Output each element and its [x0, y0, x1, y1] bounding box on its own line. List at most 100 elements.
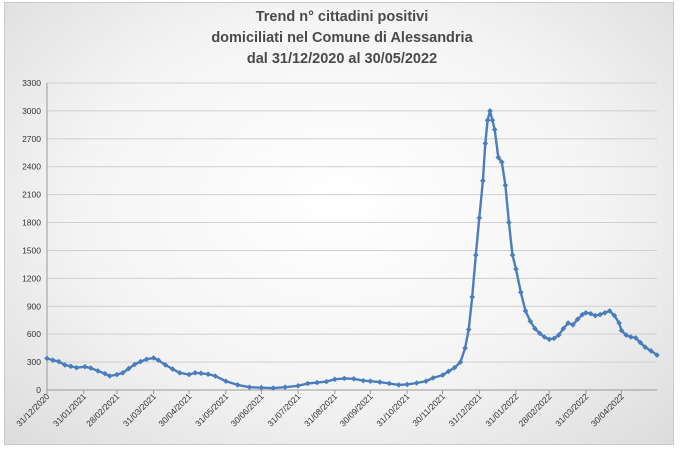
data-point-marker — [462, 345, 468, 351]
x-tick-label: 31/05/2021 — [193, 391, 230, 428]
data-point-marker — [323, 378, 330, 385]
y-tick-label: 3000 — [22, 106, 41, 116]
series — [44, 108, 660, 391]
data-point-marker — [258, 384, 265, 391]
data-point-marker — [484, 117, 491, 123]
x-tick-label: 28/02/2022 — [516, 391, 553, 428]
x-tick-label: 31/12/2020 — [14, 391, 51, 428]
data-point-marker — [430, 375, 436, 381]
data-point-marker — [574, 316, 581, 323]
data-point-marker — [125, 365, 132, 372]
x-tick-label: 30/11/2021 — [410, 391, 447, 428]
data-point-marker — [270, 385, 276, 391]
data-point-marker — [186, 371, 192, 378]
x-tick-label: 30/04/2021 — [156, 391, 193, 428]
data-point-marker — [212, 373, 218, 379]
data-point-marker — [439, 372, 446, 378]
data-point-marker — [150, 355, 157, 361]
data-point-marker — [518, 289, 524, 296]
series-line — [46, 109, 658, 390]
data-point-marker — [506, 219, 512, 226]
data-point-marker — [88, 365, 94, 371]
data-point-marker — [120, 370, 126, 376]
data-point-marker — [351, 376, 357, 382]
y-tick-label: 2400 — [22, 162, 41, 172]
data-point-marker — [304, 380, 311, 387]
y-tick-label: 2700 — [22, 134, 41, 144]
x-tick-label: 31/07/2021 — [265, 391, 302, 428]
x-tick-label: 30/04/2022 — [589, 391, 626, 428]
data-point-marker — [555, 332, 562, 338]
data-point-marker — [632, 335, 639, 341]
data-point-marker — [532, 325, 538, 332]
data-point-marker — [587, 310, 594, 317]
data-point-marker — [82, 363, 88, 370]
data-point-marker — [50, 357, 56, 363]
x-tick-label: 31/08/2021 — [302, 391, 339, 428]
data-point-marker — [377, 379, 383, 385]
data-point-marker — [44, 355, 50, 362]
chart-title-line-3: dal 31/12/2020 al 30/05/2022 — [247, 51, 437, 67]
data-point-marker — [137, 358, 144, 365]
data-point-marker — [198, 370, 204, 377]
data-point-marker — [606, 308, 613, 314]
data-point-marker — [541, 334, 548, 340]
data-point-marker — [611, 312, 618, 319]
y-tick-label: 3300 — [22, 78, 41, 88]
data-point-marker — [246, 384, 253, 390]
data-point-marker — [107, 373, 113, 379]
data-point-marker — [360, 377, 367, 384]
data-point-marker — [457, 359, 464, 365]
data-point-marker — [95, 368, 101, 374]
data-point-marker — [314, 379, 320, 386]
chart-title-line-1: Trend n° cittadini positivi — [256, 9, 429, 25]
data-point-marker — [491, 126, 498, 133]
data-point-marker — [192, 370, 198, 376]
x-tick-label: 28/02/2021 — [84, 391, 121, 428]
data-point-marker — [583, 310, 589, 316]
data-point-marker — [489, 117, 496, 123]
data-point-marker — [56, 358, 62, 365]
y-tick-label: 1500 — [22, 245, 41, 255]
x-tick-label: 31/10/2021 — [374, 391, 411, 428]
data-point-marker — [513, 266, 519, 272]
data-point-marker — [495, 154, 502, 161]
data-point-marker — [618, 327, 625, 334]
data-point-marker — [73, 364, 80, 371]
data-point-marker — [616, 320, 622, 326]
x-tick-label: 30/09/2021 — [338, 391, 375, 428]
data-point-marker — [102, 370, 108, 377]
data-point-marker — [143, 356, 150, 363]
chart-title: Trend n° cittadini positivi domiciliati … — [211, 9, 473, 67]
data-point-marker — [628, 334, 634, 340]
data-point-marker — [404, 381, 410, 388]
x-tick-label: 31/03/2022 — [553, 391, 590, 428]
data-point-marker — [67, 363, 74, 370]
y-tick-label: 900 — [27, 301, 41, 311]
data-point-marker — [332, 376, 338, 383]
data-point-marker — [487, 108, 493, 114]
data-point-marker — [176, 370, 183, 376]
data-point-marker — [282, 384, 288, 390]
data-point-marker — [473, 252, 479, 258]
data-point-marker — [465, 326, 472, 333]
data-point-marker — [637, 339, 644, 346]
y-tick-label: 1200 — [22, 273, 41, 283]
y-tick-label: 600 — [27, 329, 41, 339]
gridlines — [47, 82, 657, 391]
data-point-marker — [234, 382, 241, 388]
data-point-marker — [469, 294, 475, 300]
data-point-marker — [499, 159, 505, 165]
chart-title-line-2: domiciliati nel Comune di Alessandria — [211, 30, 473, 46]
x-tick-label: 30/06/2021 — [229, 391, 266, 428]
data-point-marker — [502, 182, 509, 189]
data-point-marker — [480, 177, 486, 184]
data-point-marker — [527, 318, 534, 324]
data-point-marker — [602, 310, 608, 316]
data-point-marker — [509, 252, 516, 258]
data-point-marker — [169, 366, 176, 372]
data-point-marker — [386, 380, 393, 387]
x-tick-label: 31/12/2021 — [447, 391, 484, 428]
data-point-marker — [546, 336, 552, 343]
